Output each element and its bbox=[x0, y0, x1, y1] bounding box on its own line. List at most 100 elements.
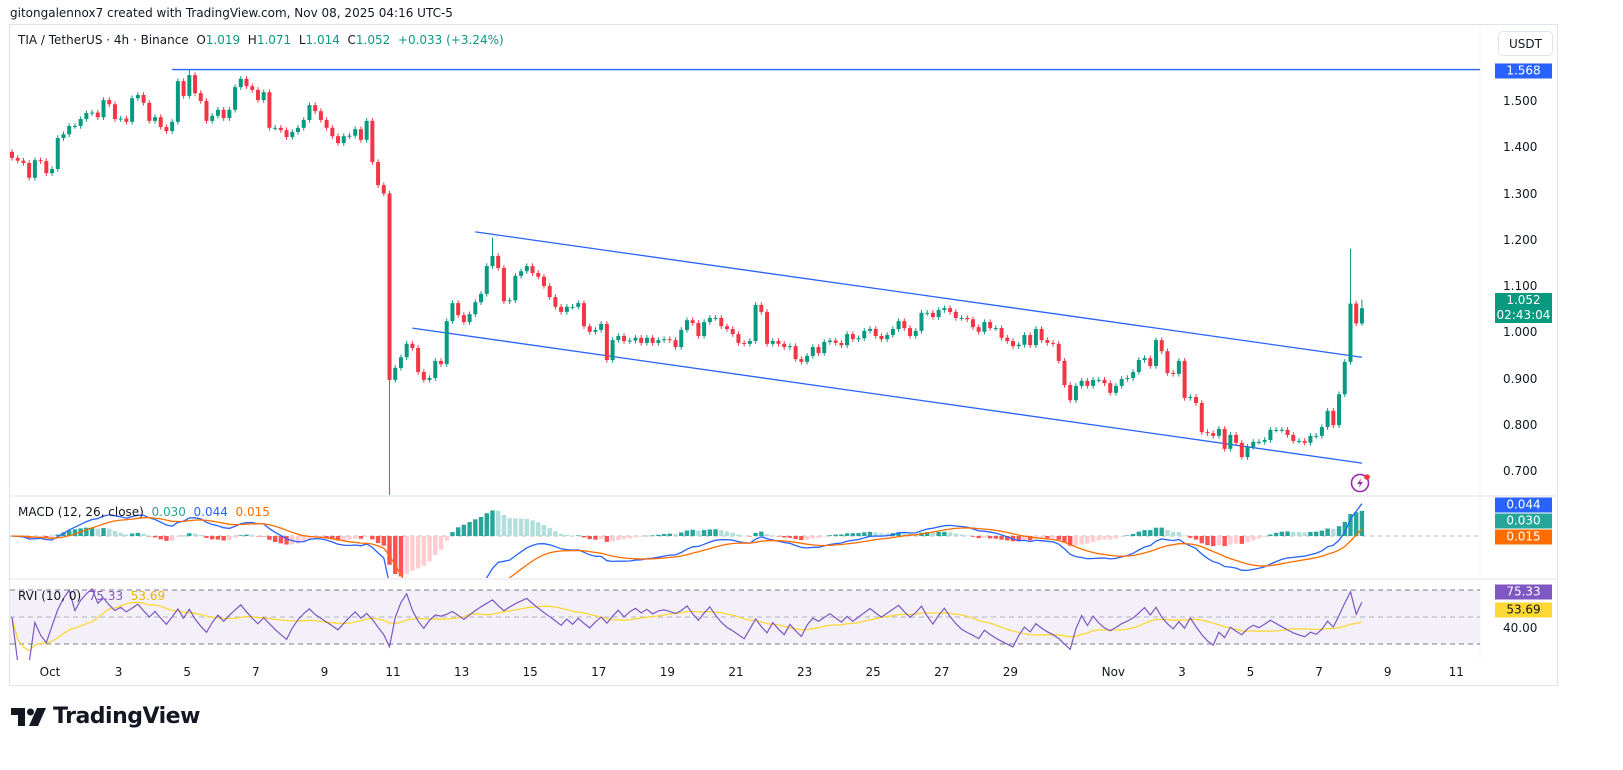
macd-histogram-bar bbox=[221, 536, 226, 541]
candle-body bbox=[227, 109, 232, 119]
rvi-pane[interactable] bbox=[11, 587, 1363, 662]
candle-body bbox=[1239, 442, 1244, 458]
candle-body bbox=[850, 334, 855, 340]
symbol-legend[interactable]: TIA / TetherUS · 4h · Binance O1.019 H1.… bbox=[18, 33, 504, 47]
candle-body bbox=[1136, 360, 1141, 373]
macd-histogram-bar bbox=[238, 535, 243, 536]
macd-histogram-bar bbox=[433, 536, 438, 556]
macd-histogram-bar bbox=[1285, 531, 1290, 536]
candle-body bbox=[1045, 340, 1050, 343]
candle-body bbox=[570, 306, 575, 308]
macd-histogram-bar bbox=[536, 522, 541, 536]
rvi-tag: 75.33 bbox=[1495, 584, 1552, 600]
time-axis-tick: Nov bbox=[1101, 665, 1126, 679]
time-axis-tick: 7 bbox=[251, 665, 260, 679]
macd-histogram-bar bbox=[507, 518, 512, 536]
macd-histogram-bar bbox=[782, 536, 787, 538]
macd-histogram-bar bbox=[1245, 536, 1250, 543]
macd-histogram-bar bbox=[959, 534, 964, 536]
rvi-legend[interactable]: RVI (10, 0) 75.33 53.69 bbox=[18, 589, 165, 603]
macd-histogram-bar bbox=[38, 536, 43, 537]
candle-body bbox=[164, 126, 169, 132]
candle-body bbox=[930, 312, 935, 317]
macd-histogram-bar bbox=[461, 524, 467, 536]
candle-body bbox=[267, 92, 272, 128]
macd-histogram-bar bbox=[358, 536, 364, 539]
macd-histogram-bar bbox=[393, 536, 398, 574]
macd-histogram-bar bbox=[341, 536, 346, 541]
macd-histogram-bar bbox=[925, 532, 930, 536]
macd-histogram-bar bbox=[67, 530, 72, 536]
time-axis-tick: 5 bbox=[1246, 665, 1255, 679]
macd-histogram-bar bbox=[644, 535, 650, 537]
candle-body bbox=[616, 335, 621, 341]
macd-histogram-bar bbox=[129, 533, 135, 536]
candle-body bbox=[38, 160, 43, 162]
candle-body bbox=[250, 86, 255, 90]
macd-histogram-bar bbox=[696, 530, 701, 536]
candle-body bbox=[1194, 397, 1199, 404]
candle-body bbox=[1182, 360, 1187, 398]
candle-body bbox=[908, 328, 913, 336]
candle-body bbox=[1068, 384, 1073, 401]
candle-body bbox=[1297, 440, 1301, 442]
candle-body bbox=[313, 105, 318, 112]
macd-histogram-bar bbox=[410, 536, 415, 571]
price-axis-tick: 1.000 bbox=[1503, 325, 1538, 340]
candle-body bbox=[885, 335, 890, 340]
macd-histogram-bar bbox=[524, 518, 529, 536]
time-axis-tick: 25 bbox=[865, 665, 881, 679]
candle-body bbox=[124, 118, 129, 122]
price-pane[interactable] bbox=[10, 68, 1480, 499]
candle-body bbox=[198, 93, 203, 101]
time-axis-tick: 3 bbox=[1178, 665, 1186, 679]
open-value: 1.019 bbox=[205, 33, 241, 47]
candle-body bbox=[816, 347, 821, 354]
macd-line bbox=[11, 503, 1363, 578]
channel-lower-trendline bbox=[412, 327, 1363, 464]
price-axis-tick: 1.500 bbox=[1503, 94, 1538, 108]
candle-body bbox=[181, 81, 186, 96]
macd-histogram-bar bbox=[1188, 536, 1193, 538]
macd-histogram-bar bbox=[1130, 533, 1136, 536]
macd-histogram-bar bbox=[484, 513, 489, 536]
macd-histogram-bar bbox=[496, 510, 501, 536]
candle-body bbox=[970, 319, 975, 328]
candle-body bbox=[599, 323, 604, 330]
macd-histogram-bar bbox=[661, 534, 667, 536]
macd-histogram-bar bbox=[1233, 536, 1239, 544]
time-axis-tick: 9 bbox=[320, 665, 329, 679]
macd-histogram-bar bbox=[438, 536, 444, 550]
macd-pane[interactable] bbox=[10, 503, 1480, 641]
macd-histogram-bar bbox=[570, 535, 575, 536]
macd-histogram-bar bbox=[730, 532, 735, 536]
time-axis-tick: 29 bbox=[1002, 665, 1019, 679]
macd-signal-tag: 0.015 bbox=[1495, 529, 1552, 545]
macd-legend[interactable]: MACD (12, 26, close) 0.030 0.044 0.015 bbox=[18, 505, 270, 519]
candle-body bbox=[1171, 372, 1176, 374]
macd-histogram-bar bbox=[455, 527, 461, 536]
macd-histogram-bar bbox=[1319, 530, 1325, 536]
candle-body bbox=[273, 127, 278, 129]
candle-body bbox=[793, 346, 798, 360]
candle-body bbox=[541, 276, 546, 286]
candle-body bbox=[564, 306, 569, 312]
candle-body bbox=[1142, 358, 1147, 360]
macd-histogram-bar bbox=[759, 531, 764, 536]
candle-body bbox=[1005, 337, 1010, 342]
candle-body bbox=[210, 115, 215, 121]
alert-lightning-icon[interactable] bbox=[1350, 473, 1370, 493]
candle-body bbox=[1205, 432, 1210, 434]
macd-histogram-bar bbox=[1331, 528, 1336, 536]
macd-histogram-bar bbox=[301, 536, 306, 542]
macd-histogram-bar bbox=[284, 536, 289, 545]
candle-body bbox=[1028, 335, 1033, 346]
candle-body bbox=[296, 127, 300, 132]
macd-histogram-bar bbox=[1096, 536, 1101, 541]
macd-histogram-bar bbox=[753, 532, 758, 536]
symbol-title: TIA / TetherUS · 4h · Binance bbox=[18, 33, 189, 47]
tradingview-logo[interactable]: TradingView bbox=[11, 704, 200, 729]
macd-histogram-bar bbox=[793, 536, 798, 540]
currency-button[interactable]: USDT bbox=[1498, 31, 1553, 56]
